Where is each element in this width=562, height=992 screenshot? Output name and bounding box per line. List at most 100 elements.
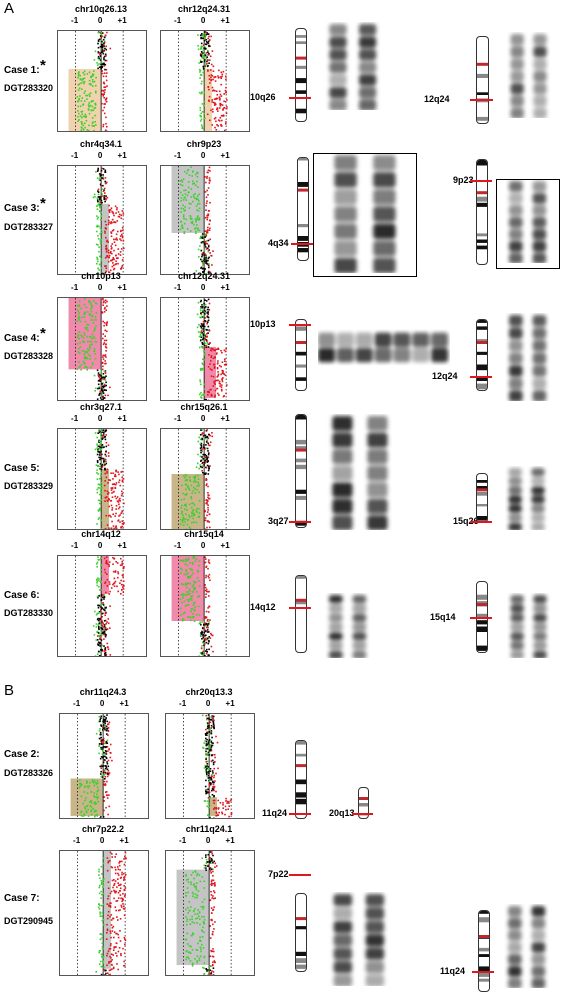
- case-label-text: Case 3:: [4, 203, 40, 214]
- plot-canvas: [166, 851, 254, 975]
- case-label-text: Case 2:: [4, 749, 40, 760]
- significance-star: *: [40, 325, 46, 342]
- case-label: Case 5:: [4, 463, 40, 474]
- probe-points: [197, 31, 228, 131]
- plot-title: chr15q26.1: [180, 402, 227, 412]
- breakpoint-marker: [289, 521, 311, 523]
- axis-tick-label: -1: [174, 283, 181, 292]
- plot-canvas: [58, 31, 146, 131]
- panel-letter-b: B: [4, 682, 14, 699]
- copy-number-plot: [160, 297, 250, 401]
- axis-tick-label: 0: [98, 283, 102, 292]
- plot-canvas: [161, 166, 249, 274]
- plot-canvas: [58, 429, 146, 529]
- axis-tick-label: +1: [221, 16, 230, 25]
- plot-canvas: [161, 429, 249, 529]
- probe-points: [202, 714, 233, 818]
- axis-tick-label: +1: [221, 414, 230, 423]
- copy-number-plot: [160, 30, 250, 132]
- band-label: 10q26: [250, 92, 276, 102]
- case-label: Case 1:*: [4, 65, 40, 76]
- axis-tick-label: 0: [98, 541, 102, 550]
- chromosome-ideogram: [476, 36, 489, 124]
- case-id: DGT283320: [4, 83, 53, 93]
- axis-tick-label: +1: [118, 541, 127, 550]
- axis-tick-label: -1: [174, 16, 181, 25]
- probe-points: [93, 168, 125, 274]
- copy-number-plot: [160, 165, 250, 275]
- plot-title: chr11q24.1: [186, 824, 233, 834]
- band-label: 15q14: [430, 612, 456, 622]
- chromosome-ideogram: [476, 319, 488, 391]
- plot-canvas: [161, 556, 249, 656]
- breakpoint-marker: [470, 99, 493, 101]
- chromosome-image: [316, 593, 378, 658]
- axis-tick-label: +1: [221, 541, 230, 550]
- axis-tick-label: -1: [174, 541, 181, 550]
- axis-tick-label: -1: [73, 836, 80, 845]
- breakpoint-marker: [289, 607, 311, 609]
- axis-tick-label: +1: [120, 699, 129, 708]
- axis-tick-label: -1: [71, 16, 78, 25]
- axis-tick-label: +1: [118, 414, 127, 423]
- chromosome-ideogram: [476, 473, 488, 523]
- plot-canvas: [161, 298, 249, 400]
- panel-letter-a: A: [4, 0, 14, 17]
- breakpoint-marker: [289, 874, 311, 876]
- plot-title: chr3q27.1: [80, 402, 122, 412]
- significance-star: *: [40, 195, 46, 212]
- breakpoint-marker: [472, 971, 494, 973]
- plot-canvas: [161, 31, 249, 131]
- aberration-shade: [204, 69, 212, 131]
- chromosome-image: [316, 892, 400, 986]
- plot-canvas: [58, 298, 146, 400]
- band-label: 10p13: [250, 319, 276, 329]
- axis-tick-label: +1: [221, 151, 230, 160]
- axis-tick-label: -1: [71, 283, 78, 292]
- axis-tick-label: 0: [201, 151, 205, 160]
- axis-tick-label: 0: [206, 699, 210, 708]
- axis-tick-label: 0: [201, 541, 205, 550]
- case-id: DGT283330: [4, 608, 53, 618]
- plot-canvas: [166, 714, 254, 818]
- copy-number-plot: [59, 850, 149, 976]
- plot-canvas: [58, 556, 146, 656]
- plot-title: chr15q14: [184, 529, 224, 539]
- chromosome-frame: [313, 153, 417, 277]
- case-id: DGT290945: [4, 916, 53, 926]
- axis-tick-label: -1: [174, 414, 181, 423]
- plot-title: chr20q13.3: [185, 687, 232, 697]
- axis-tick-label: +1: [221, 283, 230, 292]
- chromosome-image: [498, 593, 558, 658]
- axis-tick-label: 0: [206, 836, 210, 845]
- probe-points: [95, 429, 125, 529]
- case-label-text: Case 1:: [4, 65, 40, 76]
- chromosome-ideogram: [295, 740, 307, 819]
- breakpoint-marker: [289, 324, 311, 326]
- band-label: 12q24: [432, 371, 458, 381]
- breakpoint-marker: [352, 813, 373, 815]
- copy-number-plot: [57, 297, 147, 401]
- chromosome-image: [313, 414, 405, 530]
- band-label: 11q24: [262, 808, 287, 818]
- axis-tick-label: 0: [98, 16, 102, 25]
- band-label: 3q27: [268, 516, 289, 526]
- significance-star: *: [40, 57, 46, 74]
- copy-number-plot: [160, 555, 250, 657]
- band-label: 12q24: [424, 94, 450, 104]
- chromosome-ideogram: [295, 319, 307, 391]
- band-label: 7p22: [268, 869, 289, 879]
- plot-title: chr14q12: [81, 529, 121, 539]
- chromosome-frame: [496, 179, 560, 269]
- axis-tick-label: -1: [179, 836, 186, 845]
- axis-tick-label: 0: [98, 414, 102, 423]
- case-label: Case 2:: [4, 749, 40, 760]
- axis-tick-label: -1: [71, 414, 78, 423]
- breakpoint-marker: [470, 617, 492, 619]
- case-label-text: Case 6:: [4, 590, 40, 601]
- copy-number-plot: [160, 428, 250, 530]
- breakpoint-marker: [291, 243, 313, 245]
- axis-tick-label: -1: [174, 151, 181, 160]
- band-label: 4q34: [268, 238, 289, 248]
- case-label: Case 6:: [4, 590, 40, 601]
